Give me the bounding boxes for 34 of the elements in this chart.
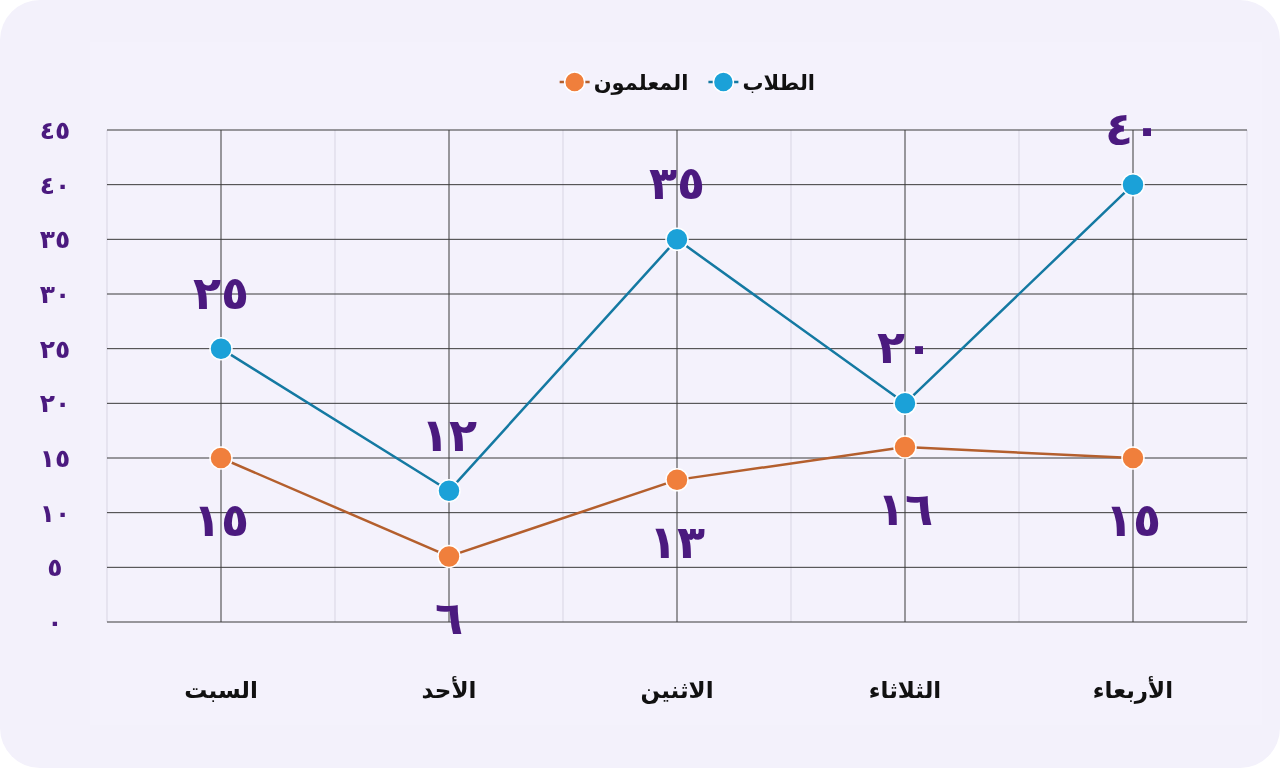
point bbox=[893, 391, 917, 416]
point bbox=[209, 336, 233, 361]
legend-item: المعلمون bbox=[559, 71, 689, 95]
x-tick-label: الثلاثاء bbox=[868, 677, 942, 703]
data-label: ١٣ bbox=[648, 514, 706, 569]
y-tick-label: ٤٥ bbox=[39, 116, 71, 145]
point bbox=[665, 227, 689, 252]
y-tick-label: ٢٥ bbox=[39, 334, 71, 364]
y-tick-label: ٠ bbox=[47, 608, 63, 637]
y-tick-label: ١٥ bbox=[39, 444, 71, 473]
y-tick-label: ٣٥ bbox=[39, 225, 71, 255]
point bbox=[437, 479, 461, 503]
x-tick-label: الاثنين bbox=[640, 677, 714, 704]
point bbox=[437, 544, 461, 569]
point bbox=[665, 468, 689, 492]
data-label: ٦ bbox=[434, 591, 464, 646]
legend-label: الطلاب bbox=[742, 71, 815, 95]
data-label: ١٢ bbox=[420, 407, 478, 462]
y-tick-label: ١٠ bbox=[39, 498, 71, 528]
y-tick-label: ٤٠ bbox=[39, 170, 71, 200]
point bbox=[1121, 446, 1145, 470]
legend-label: المعلمون bbox=[593, 71, 689, 95]
legend-item: الطلاب bbox=[708, 71, 815, 95]
x-tick-label: الأحد bbox=[421, 675, 477, 703]
point bbox=[893, 435, 917, 459]
y-tick-label: ٣٠ bbox=[39, 280, 71, 309]
point bbox=[209, 446, 233, 470]
y-tick-label: ٢٠ bbox=[39, 389, 71, 419]
data-label: ٢٥ bbox=[192, 265, 250, 320]
point bbox=[1121, 172, 1145, 197]
x-tick-label: السبت bbox=[184, 677, 258, 703]
data-label: ٤٠ bbox=[1104, 101, 1162, 156]
x-tick-label: الأربعاء bbox=[1092, 675, 1174, 704]
y-tick-label: ٥ bbox=[47, 553, 63, 583]
